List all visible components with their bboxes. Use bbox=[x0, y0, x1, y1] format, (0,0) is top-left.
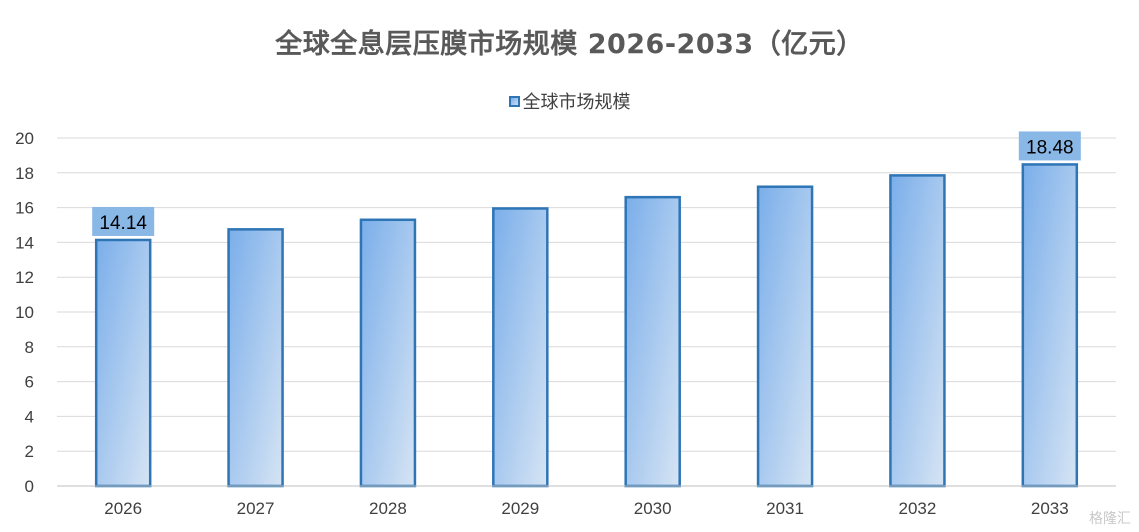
data-label-box bbox=[1018, 131, 1081, 161]
chart-title: 全球全息层压膜市场规模 2026-2033（亿元） bbox=[275, 29, 864, 60]
y-tick-label: 16 bbox=[15, 199, 34, 218]
bar bbox=[94, 238, 152, 488]
bar bbox=[492, 207, 549, 488]
y-tick-label: 10 bbox=[15, 303, 34, 322]
x-tick-label: 2029 bbox=[501, 499, 539, 518]
y-tick-label: 0 bbox=[25, 477, 34, 496]
bar bbox=[227, 228, 284, 488]
x-tick-label: 2027 bbox=[237, 499, 275, 518]
x-tick-label: 2033 bbox=[1031, 499, 1069, 518]
y-tick-label: 2 bbox=[25, 442, 34, 461]
y-tick-label: 20 bbox=[15, 129, 34, 148]
bars bbox=[94, 163, 1079, 488]
y-tick-label: 4 bbox=[25, 407, 34, 426]
watermark-text: 格隆汇 bbox=[1089, 511, 1131, 527]
x-tick-label: 2030 bbox=[634, 499, 672, 518]
gridlines bbox=[57, 137, 1116, 452]
y-tick-label: 14 bbox=[15, 233, 34, 252]
x-tick-label: 2026 bbox=[104, 499, 142, 518]
data-label: 18.48 bbox=[1026, 137, 1074, 158]
axes: 0 2 4 6 8 10 12 14 16 18 20 2026 2027 2028 2029 2030 203… bbox=[15, 129, 1116, 518]
y-tick-label: 12 bbox=[15, 268, 34, 287]
bar bbox=[624, 195, 681, 488]
y-tick-label: 6 bbox=[25, 373, 34, 392]
legend-label: 全球市场规模 bbox=[522, 92, 631, 113]
data-label-box bbox=[92, 206, 155, 236]
legend: 全球市场规模 bbox=[0, 88, 1139, 114]
data-labels: 14.14 18.48 bbox=[92, 131, 1081, 236]
x-tick-label: 2032 bbox=[899, 499, 937, 518]
x-tick-label: 2028 bbox=[369, 499, 407, 518]
data-label: 14.14 bbox=[99, 213, 147, 234]
y-tick-label: 18 bbox=[15, 164, 34, 183]
bar bbox=[359, 218, 417, 488]
bar bbox=[756, 185, 814, 488]
y-tick-label: 8 bbox=[25, 338, 34, 357]
bar bbox=[1021, 163, 1079, 488]
legend-swatch bbox=[508, 95, 520, 107]
x-tick-label: 2031 bbox=[766, 499, 804, 518]
bar bbox=[889, 174, 946, 488]
